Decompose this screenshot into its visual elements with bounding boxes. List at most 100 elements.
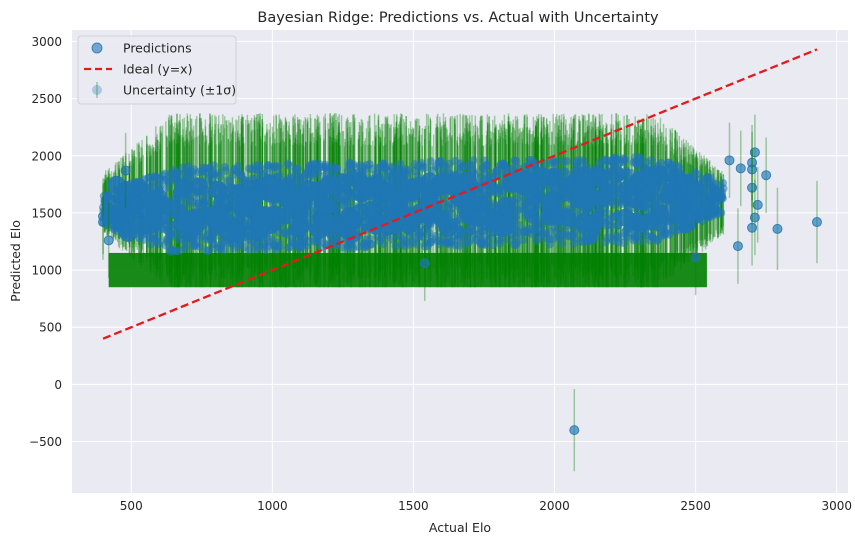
x-axis-label: Actual Elo [429,520,491,535]
prediction-point [426,157,435,166]
prediction-point [493,166,502,175]
outlier-point [811,217,822,228]
uncertainty-dense-band [108,252,707,288]
prediction-point [270,162,279,171]
prediction-point [233,200,252,219]
prediction-point [629,158,638,167]
prediction-point [557,239,567,248]
outlier-point [98,217,109,228]
prediction-point [569,239,579,248]
prediction-point [640,212,659,231]
outlier-point [747,222,758,233]
y-tick-label: 500 [39,321,62,335]
prediction-point [591,189,610,208]
legend-box [77,35,237,105]
prediction-point [166,245,175,254]
prediction-point [196,242,205,252]
x-tick-label: 3000 [821,499,852,513]
prediction-point [387,169,406,188]
prediction-point [549,234,558,244]
ideal-line [102,48,818,340]
prediction-point [413,162,423,171]
prediction-point [706,173,715,183]
outlier-point [103,235,114,246]
prediction-point [99,191,109,201]
prediction-point [100,199,109,208]
prediction-point [289,220,308,239]
prediction-point [478,227,488,236]
prediction-point [366,240,376,249]
prediction-point [459,162,468,171]
prediction-point [204,246,213,255]
prediction-point [261,174,280,193]
legend-marker-predictions [91,42,103,54]
prediction-point [391,241,400,251]
prediction-point [284,243,293,252]
prediction-point [353,175,372,194]
prediction-point [284,161,294,170]
prediction-point [619,158,628,167]
legend-item-predictions: Predictions [91,41,192,56]
prediction-point [586,235,596,245]
prediction-point [652,236,662,245]
prediction-point [321,163,330,173]
prediction-point [346,159,355,169]
prediction-point [460,240,470,249]
legend-label-ideal: Ideal (y=x) [123,62,192,77]
prediction-point [496,197,515,216]
prediction-point [277,206,296,225]
prediction-point [444,238,454,247]
prediction-point [389,205,408,224]
prediction-point [451,156,460,166]
legend: Predictions Ideal (y=x) Uncertainty (±1σ… [77,35,237,105]
prediction-point [318,176,337,195]
prediction-point [434,236,443,246]
prediction-point [244,245,254,255]
prediction-point [542,191,561,210]
prediction-point [414,231,423,241]
prediction-point [601,237,610,247]
prediction-point [704,212,713,222]
outlier-point [419,258,430,269]
prediction-point [147,199,166,218]
prediction-point [568,230,578,240]
prediction-point [206,171,215,181]
prediction-point [583,217,602,236]
y-tick-label: −500 [29,435,62,449]
prediction-point [278,190,297,209]
legend-label-predictions: Predictions [123,41,192,56]
prediction-point [172,168,182,177]
prediction-point [467,164,477,174]
prediction-point [600,156,610,165]
prediction-point [460,192,479,211]
prediction-point [301,169,311,178]
prediction-point [676,215,695,234]
prediction-point [332,164,341,174]
chart-title: Bayesian Ridge: Predictions vs. Actual w… [257,10,659,26]
prediction-point [542,205,561,224]
prediction-point [353,242,363,251]
prediction-point [527,176,546,195]
prediction-point [388,235,397,244]
x-tick-label: 1000 [257,499,288,513]
prediction-point [538,229,547,238]
prediction-point [360,242,369,251]
prediction-point [252,216,271,235]
prediction-point [194,167,204,177]
prediction-point [174,196,183,205]
prediction-point [279,228,289,238]
prediction-point [237,171,246,180]
prediction-point [576,157,586,167]
prediction-point [211,244,221,253]
prediction-point [606,165,625,184]
prediction-point [692,169,702,179]
prediction-point [431,162,441,171]
prediction-point [194,199,203,209]
outlier-point [747,164,758,175]
prediction-point [445,172,464,191]
tick-labels: 500 1000 1500 2000 2500 3000 −500 0 500 1000 1500 2… [29,35,852,513]
prediction-point [292,164,301,173]
prediction-point [404,240,414,249]
prediction-point [524,224,534,233]
